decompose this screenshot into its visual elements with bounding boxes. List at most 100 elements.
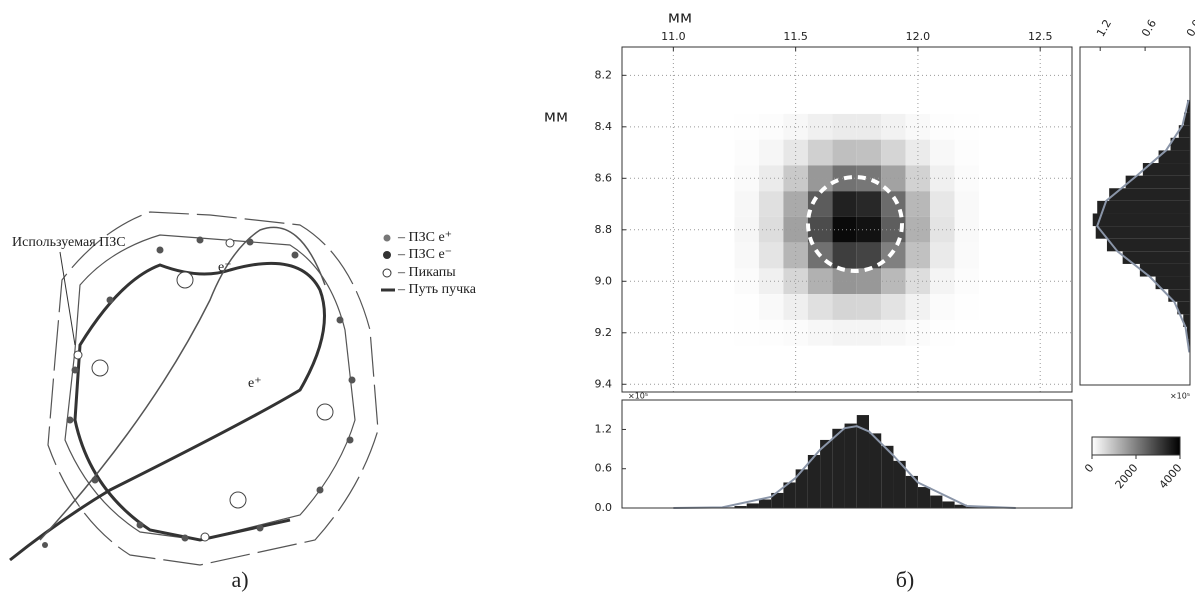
histogram-bar <box>1139 263 1190 277</box>
heatmap-cell <box>734 191 759 217</box>
ring <box>64 234 356 541</box>
charts: 11.0 11.5 12.0 12.5 8.2 8.4 8.6 8.8 9.0 9.2 9.4 мм м… <box>544 8 1195 515</box>
ccd-label: Используемая ПЗС <box>12 235 126 250</box>
heatmap-cell <box>881 268 906 295</box>
pickups <box>73 238 334 542</box>
y-tick-label: 8.8 <box>595 223 613 236</box>
histogram-bar <box>746 503 759 508</box>
heatmap-cell <box>930 191 955 217</box>
histogram-bar <box>783 482 796 508</box>
y-tick-label: 0.0 <box>595 501 613 514</box>
injection-line <box>39 226 326 541</box>
histogram-bar <box>1095 226 1190 239</box>
histogram-bar <box>954 504 967 508</box>
y-tick-label: 8.4 <box>595 120 613 133</box>
plot-frame <box>621 399 1073 509</box>
ring-outer <box>47 211 379 566</box>
histogram-bar <box>1170 137 1190 151</box>
beam-path <box>9 261 326 562</box>
histogram-bar <box>1122 251 1190 264</box>
heatmap-cell <box>856 319 882 346</box>
heatmap-cell <box>856 191 882 217</box>
heatmap-cell <box>881 319 906 346</box>
legend-text: – ПЗС e⁻ <box>397 247 452 262</box>
heatmap-cell <box>930 294 955 320</box>
histogram-bar <box>1183 314 1190 327</box>
legend-pickup <box>382 268 392 278</box>
histogram-bar <box>1125 175 1190 189</box>
legend-text: – Пикапы <box>397 265 456 280</box>
heatmap-cell <box>881 139 906 166</box>
histogram-bar <box>893 460 906 508</box>
histogram-bar <box>820 439 833 508</box>
histogram-bar <box>1155 276 1190 290</box>
heatmap-cell <box>734 139 759 166</box>
heatmap-cell <box>832 242 857 269</box>
e-minus: e⁻ <box>218 260 232 275</box>
histogram-bar <box>832 428 845 508</box>
heatmap-cell <box>758 139 784 166</box>
x-tick-label: 1.2 <box>1094 17 1114 39</box>
heatmap-cell <box>832 113 857 140</box>
heatmap-cell <box>881 242 906 269</box>
heatmap-cell <box>758 216 784 243</box>
heatmap-cell <box>758 268 784 295</box>
y-tick-label: 8.6 <box>595 171 613 184</box>
histogram-bar <box>844 423 857 508</box>
caption: а) <box>231 567 248 592</box>
heatmap-cell <box>783 216 808 243</box>
heatmap-cell <box>758 113 784 140</box>
histogram-bar <box>1187 99 1190 113</box>
x-tick-label: 12.0 <box>906 30 931 43</box>
y-axis-label: мм <box>544 107 568 126</box>
histogram-bar <box>869 433 882 508</box>
colorbar-tick-label: 4000 <box>1157 462 1185 492</box>
heatmap-cell <box>758 191 784 217</box>
annotation-circle <box>806 175 904 273</box>
plot-frame <box>1079 46 1191 386</box>
legend-ccd-plus <box>383 234 391 242</box>
x-tick-label: 12.5 <box>1028 30 1053 43</box>
fit-line <box>673 425 1016 509</box>
heatmap-cell <box>832 191 857 217</box>
multiplier: ×10⁵ <box>1170 392 1190 401</box>
heatmap-cell <box>832 216 857 243</box>
histogram-bar <box>771 492 784 508</box>
multiplier: ×10⁵ <box>628 392 648 401</box>
x-axis-label: мм <box>668 8 692 27</box>
heatmap-cell <box>783 268 808 295</box>
histogram-bar <box>795 469 808 508</box>
x-tick-label: 11.0 <box>661 30 686 43</box>
histogram-bar <box>734 506 747 508</box>
heatmap-cell <box>758 242 784 269</box>
heatmap-cell <box>734 242 759 269</box>
histogram-bar <box>917 487 931 508</box>
histogram-bar <box>1158 150 1190 164</box>
colorbar-tick-label: 2000 <box>1113 462 1141 492</box>
colorbar-tick-label: 0 <box>1082 462 1096 476</box>
histogram-bar <box>1109 188 1190 201</box>
caption: б) <box>896 567 915 592</box>
heatmap-cell <box>758 294 784 320</box>
legend-ccd-minus <box>383 251 391 259</box>
heatmap-cell <box>758 319 784 346</box>
histogram-bar <box>930 495 943 508</box>
y-tick-label: 9.4 <box>595 377 613 390</box>
accelerator-diagram: Используемая ПЗС e⁻ e⁺ – ПЗС e⁺ – ПЗС e⁻… <box>9 211 477 592</box>
x-tick-label: 0.0 <box>1184 17 1195 39</box>
heatmap-cell <box>832 319 857 346</box>
heatmap-cell <box>783 319 808 346</box>
heatmap-cell <box>832 139 857 166</box>
heatmap-cell <box>807 139 833 166</box>
histogram-bar <box>1092 213 1190 227</box>
heatmap-cell <box>954 242 980 269</box>
histogram-bar <box>942 501 955 508</box>
heatmap-cell <box>954 294 980 320</box>
histogram-bar <box>1142 163 1190 176</box>
histogram-bar <box>1106 238 1190 252</box>
histogram-bar <box>807 454 821 508</box>
histogram-bar <box>966 506 980 508</box>
x-tick-label: 11.5 <box>783 30 808 43</box>
heatmap-cell <box>734 294 759 320</box>
